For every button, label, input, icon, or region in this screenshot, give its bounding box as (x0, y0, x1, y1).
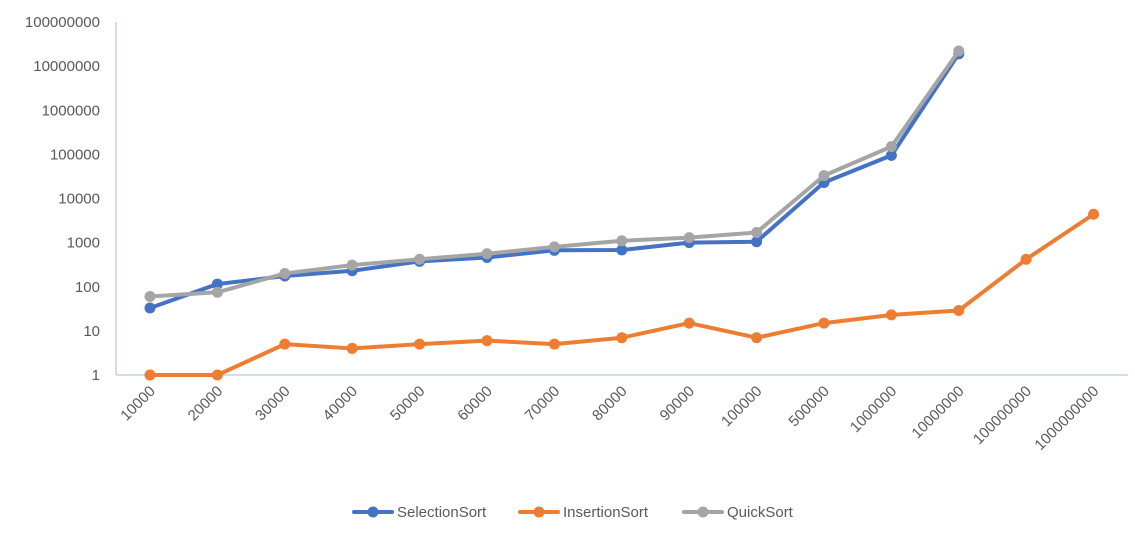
x-tick-label: 90000 (657, 383, 699, 425)
data-point (346, 259, 358, 271)
legend-swatch-marker (367, 506, 379, 518)
data-point (144, 369, 156, 381)
data-point (414, 338, 426, 350)
y-tick-label: 100 (75, 279, 100, 296)
data-point (953, 45, 965, 57)
series-quicksort (144, 45, 965, 303)
data-point (751, 226, 763, 238)
y-tick-label: 10 (83, 323, 100, 340)
x-tick-label: 40000 (320, 383, 362, 425)
y-tick-label: 1000 (67, 235, 100, 252)
data-point (885, 149, 897, 161)
data-point (818, 317, 830, 329)
legend-swatch-marker (697, 506, 709, 518)
x-tick-label: 100000 (718, 383, 765, 430)
y-tick-label: 100000 (50, 146, 100, 163)
data-point (279, 338, 291, 350)
data-point (144, 302, 156, 314)
y-tick-label: 10000 (58, 191, 100, 208)
x-tick-label: 50000 (387, 383, 429, 425)
data-point (885, 141, 897, 153)
legend-item-quicksort: QuickSort (682, 504, 794, 521)
y-tick-label: 10000000 (33, 58, 100, 75)
data-point (953, 304, 965, 316)
legend-label: SelectionSort (397, 504, 487, 521)
data-point (751, 236, 763, 248)
axes (115, 22, 1128, 376)
x-tick-label: 1000000 (847, 383, 900, 436)
legend-item-selectionsort: SelectionSort (352, 504, 487, 521)
y-tick-label: 1000000 (42, 102, 100, 119)
legend-swatch-marker (533, 506, 545, 518)
data-point (211, 286, 223, 298)
series-line (148, 49, 961, 299)
data-point (481, 248, 493, 260)
data-point (481, 335, 493, 347)
legend: SelectionSort InsertionSort QuickSort (352, 504, 794, 521)
x-tick-label: 60000 (454, 383, 496, 425)
series-insertionsort (144, 208, 1100, 381)
data-point (1088, 208, 1100, 220)
x-tick-label: 70000 (522, 383, 564, 425)
x-tick-label: 80000 (589, 383, 631, 425)
series-selectionsort (144, 48, 965, 314)
data-point (548, 241, 560, 253)
x-tick-label: 1000000000 (1031, 383, 1102, 454)
x-tick-label: 10000 (117, 383, 159, 425)
x-tick-label: 10000000 (908, 383, 967, 442)
data-point (616, 235, 628, 247)
data-point (346, 342, 358, 354)
data-point (616, 332, 628, 344)
data-point (144, 291, 156, 303)
data-point (683, 317, 695, 329)
series-line (148, 51, 961, 310)
data-point (211, 369, 223, 381)
x-tick-label: 30000 (252, 383, 294, 425)
y-tick-labels: 1 10 100 1000 10000 100000 1000000 10000000 1000… (25, 14, 100, 384)
data-point (548, 338, 560, 350)
x-tick-label: 500000 (785, 383, 832, 430)
legend-label: QuickSort (727, 504, 794, 521)
x-tick-labels: 10000 20000 30000 40000 50000 60000 70000 80000… (117, 383, 1102, 454)
data-point (279, 267, 291, 279)
y-tick-label: 1 (92, 367, 100, 384)
data-point (414, 253, 426, 265)
legend-item-insertionsort: InsertionSort (518, 504, 649, 521)
data-point (1020, 253, 1032, 265)
data-point (751, 332, 763, 344)
data-point (616, 244, 628, 256)
x-tick-label: 100000000 (970, 383, 1035, 448)
data-point (818, 170, 830, 182)
data-point (211, 278, 223, 290)
data-point (885, 309, 897, 321)
legend-label: InsertionSort (563, 504, 649, 521)
series-lines (144, 45, 1100, 381)
y-tick-label: 100000000 (25, 14, 100, 31)
data-point (683, 232, 695, 244)
x-tick-label: 20000 (185, 383, 227, 425)
